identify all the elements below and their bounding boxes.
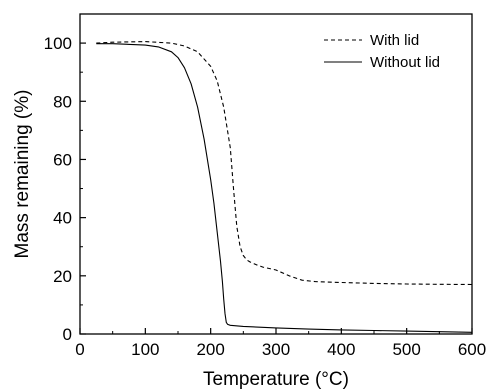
x-tick-label: 200 — [196, 340, 224, 359]
x-tick-label: 400 — [327, 340, 355, 359]
legend-label-with-lid: With lid — [370, 32, 419, 49]
series-line-with-lid — [96, 41, 473, 286]
series-line-without-lid — [96, 43, 473, 333]
x-tick-label: 0 — [75, 340, 84, 359]
y-tick-label: 80 — [53, 92, 72, 111]
legend: With lid Without lid — [324, 32, 440, 71]
legend-label-without-lid: Without lid — [370, 54, 440, 71]
x-tick-label: 600 — [458, 340, 486, 359]
y-tick-label: 100 — [44, 34, 72, 53]
y-axis-label: Mass remaining (%) — [12, 90, 33, 259]
y-tick-label: 0 — [63, 325, 72, 344]
y-tick-label: 40 — [53, 209, 72, 228]
y-tick-label: 20 — [53, 267, 72, 286]
x-tick-label: 300 — [262, 340, 290, 359]
y-tick-label: 60 — [53, 150, 72, 169]
x-tick-label: 500 — [392, 340, 420, 359]
series-layer — [96, 41, 473, 333]
x-axis-label: Temperature (°C) — [203, 369, 349, 390]
x-tick-label: 100 — [131, 340, 159, 359]
x-axis-ticks: 0 100 200 300 400 500 600 — [75, 328, 486, 359]
y-axis-ticks: 0 20 40 60 80 100 — [44, 34, 86, 344]
